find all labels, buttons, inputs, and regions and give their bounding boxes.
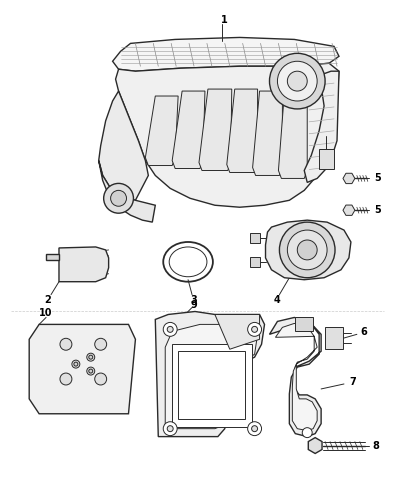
Circle shape — [95, 373, 107, 385]
Polygon shape — [227, 89, 258, 172]
Text: 5: 5 — [374, 173, 380, 183]
Circle shape — [95, 338, 107, 350]
Polygon shape — [165, 324, 258, 429]
FancyBboxPatch shape — [295, 317, 313, 331]
Text: 10: 10 — [40, 309, 53, 318]
Text: 8: 8 — [373, 441, 380, 451]
Circle shape — [103, 183, 134, 213]
Circle shape — [167, 326, 173, 332]
Circle shape — [288, 71, 307, 91]
Polygon shape — [178, 351, 245, 419]
Text: 5: 5 — [374, 205, 380, 215]
Text: 6: 6 — [361, 327, 368, 337]
Polygon shape — [269, 317, 321, 437]
FancyBboxPatch shape — [250, 233, 260, 243]
Circle shape — [252, 326, 258, 332]
Polygon shape — [59, 247, 109, 282]
Circle shape — [252, 426, 258, 432]
Polygon shape — [253, 91, 282, 176]
Circle shape — [60, 338, 72, 350]
Text: 9: 9 — [191, 300, 198, 310]
Polygon shape — [99, 91, 149, 200]
FancyBboxPatch shape — [319, 149, 334, 168]
Circle shape — [269, 53, 325, 109]
Circle shape — [163, 323, 177, 336]
Text: 7: 7 — [349, 377, 356, 387]
Polygon shape — [199, 89, 232, 170]
Text: 1: 1 — [222, 14, 228, 24]
Polygon shape — [343, 173, 355, 183]
Polygon shape — [215, 314, 260, 349]
Circle shape — [74, 362, 78, 366]
Circle shape — [288, 230, 327, 270]
Circle shape — [167, 426, 173, 432]
Text: 2: 2 — [45, 295, 51, 305]
Polygon shape — [343, 205, 355, 216]
Circle shape — [89, 355, 93, 359]
Circle shape — [302, 428, 312, 438]
Circle shape — [72, 360, 80, 368]
Circle shape — [248, 323, 261, 336]
Polygon shape — [145, 96, 178, 166]
FancyBboxPatch shape — [325, 327, 343, 349]
Polygon shape — [99, 161, 155, 222]
Circle shape — [297, 240, 317, 260]
Circle shape — [277, 61, 317, 101]
Circle shape — [111, 191, 126, 206]
Circle shape — [248, 422, 261, 436]
Polygon shape — [172, 344, 252, 427]
Polygon shape — [278, 93, 307, 179]
Polygon shape — [116, 63, 339, 207]
Polygon shape — [172, 91, 205, 168]
FancyBboxPatch shape — [250, 257, 260, 267]
Polygon shape — [46, 254, 59, 260]
Polygon shape — [265, 220, 351, 280]
Circle shape — [279, 222, 335, 278]
Circle shape — [87, 353, 95, 361]
Polygon shape — [308, 438, 322, 454]
Polygon shape — [304, 71, 339, 182]
Polygon shape — [113, 37, 339, 71]
Circle shape — [60, 373, 72, 385]
Text: 3: 3 — [191, 295, 198, 305]
Text: 4: 4 — [274, 295, 281, 305]
Circle shape — [89, 369, 93, 373]
Polygon shape — [275, 324, 317, 431]
Polygon shape — [155, 312, 265, 437]
Polygon shape — [29, 324, 135, 414]
Circle shape — [163, 422, 177, 436]
Circle shape — [87, 367, 95, 375]
